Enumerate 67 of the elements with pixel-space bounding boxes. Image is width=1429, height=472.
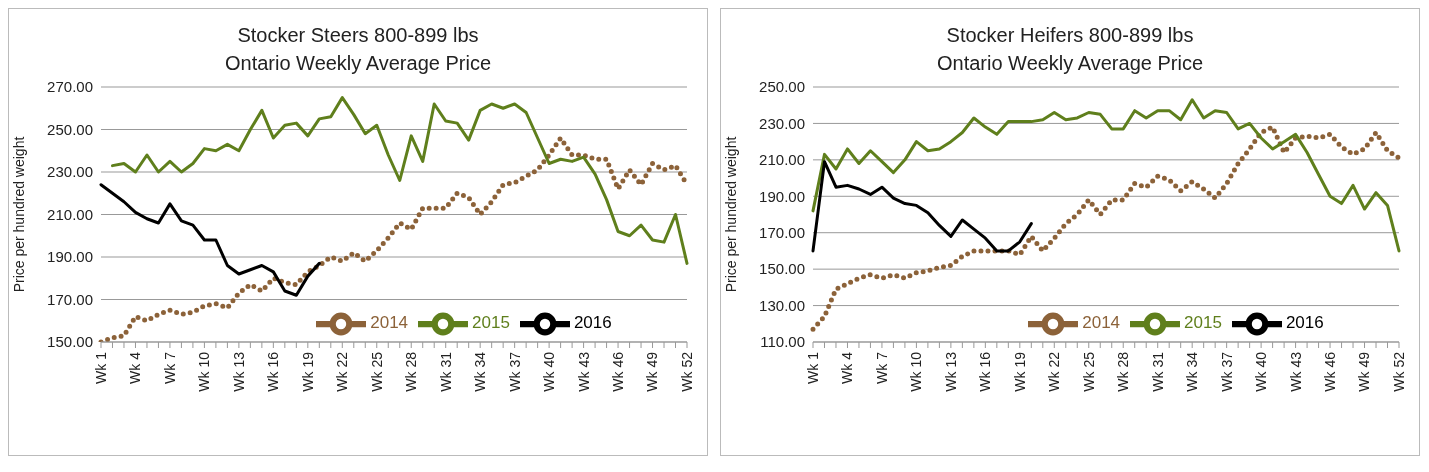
y-tick-label: 110.00 [760,333,805,351]
x-tick-label: Wk 4 [839,351,856,384]
chart-title: Stocker Steers 800-899 lbs [236,23,480,48]
x-tick-label: Wk 1 [804,351,821,384]
y-tick-label: 250.00 [47,120,93,138]
y-tick-label: 130.00 [759,296,805,314]
line-series [110,96,689,265]
x-tick-label: Wk 25 [1080,351,1097,392]
y-axis-title: Price per hundred weight [10,136,27,293]
y-tick-label: 150.00 [47,333,93,351]
x-tick-label: Wk 34 [1184,351,1201,392]
x-tick-label: Wk 46 [610,351,626,392]
x-tick-label: Wk 43 [1287,351,1304,392]
legend-label: 2014 [1082,313,1121,333]
x-tick-label: Wk 10 [196,351,213,392]
y-tick-label: 210.00 [759,151,805,169]
legend-label: 2014 [370,313,409,333]
x-tick-label: Wk 4 [127,351,144,384]
x-tick-label: Wk 19 [299,351,316,392]
y-tick-label: 230.00 [47,163,93,181]
x-tick-label: Wk 7 [161,351,178,384]
y-tick-label: 250.00 [759,78,805,96]
x-tick-label: Wk 1 [92,351,109,384]
y-tick-label: 190.00 [47,248,93,266]
y-tick-label: 190.00 [759,187,805,205]
x-tick-label: Wk 28 [1115,351,1132,392]
x-tick-label: Wk 22 [1046,351,1063,392]
x-tick-label: Wk 16 [265,351,282,392]
x-tick-label: Wk 19 [1011,351,1028,392]
y-tick-label: 230.00 [759,114,805,132]
line-series [99,183,321,297]
x-tick-label: Wk 49 [1356,351,1373,392]
x-tick-label: Wk 52 [678,351,695,392]
y-tick-label: 210.00 [47,205,93,223]
line-series [811,160,1033,253]
x-tick-label: Wk 40 [1253,351,1270,392]
x-tick-label: Wk 37 [506,351,523,392]
x-tick-label: Wk 7 [873,351,890,384]
y-axis-title: Price per hundred weight [722,136,739,293]
x-tick-label: Wk 31 [1149,351,1166,392]
x-tick-label: Wk 16 [977,351,994,392]
line-series [811,98,1401,253]
x-tick-label: Wk 52 [1390,351,1407,392]
y-tick-label: 270.00 [47,78,93,96]
legend-label: 2015 [472,313,510,333]
x-tick-label: Wk 13 [942,351,959,392]
chart-title: Stocker Heifers 800-899 lbs [945,23,1195,48]
legend-label: 2016 [573,313,612,333]
chart-subtitle: Ontario Weekly Average Price [223,51,493,76]
x-tick-label: Wk 37 [1218,351,1235,392]
legend-label: 2015 [1184,313,1222,333]
x-tick-label: Wk 10 [908,351,925,392]
x-tick-label: Wk 28 [403,351,420,392]
y-tick-label: 150.00 [759,260,805,278]
x-tick-label: Wk 31 [437,351,454,392]
legend-label: 2016 [1285,313,1324,333]
x-tick-label: Wk 40 [541,351,558,392]
y-tick-label: 170.00 [759,224,805,242]
x-tick-label: Wk 49 [644,351,661,392]
x-tick-label: Wk 25 [368,351,385,392]
x-tick-label: Wk 43 [575,351,592,392]
x-tick-label: Wk 46 [1322,351,1338,392]
x-tick-label: Wk 22 [334,351,351,392]
chart-subtitle: Ontario Weekly Average Price [935,51,1205,76]
x-tick-label: Wk 13 [230,351,247,392]
y-tick-label: 170.00 [47,290,93,308]
x-tick-label: Wk 34 [472,351,489,392]
